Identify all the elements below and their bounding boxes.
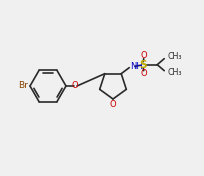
Text: NH: NH	[130, 62, 142, 71]
Text: O: O	[109, 100, 116, 109]
Text: S: S	[139, 60, 146, 70]
Text: CH₃: CH₃	[166, 52, 181, 61]
Text: O: O	[71, 81, 78, 90]
Text: O: O	[140, 51, 147, 60]
Text: Br: Br	[18, 81, 28, 90]
Text: CH₃: CH₃	[166, 68, 181, 77]
Text: O: O	[140, 69, 147, 78]
